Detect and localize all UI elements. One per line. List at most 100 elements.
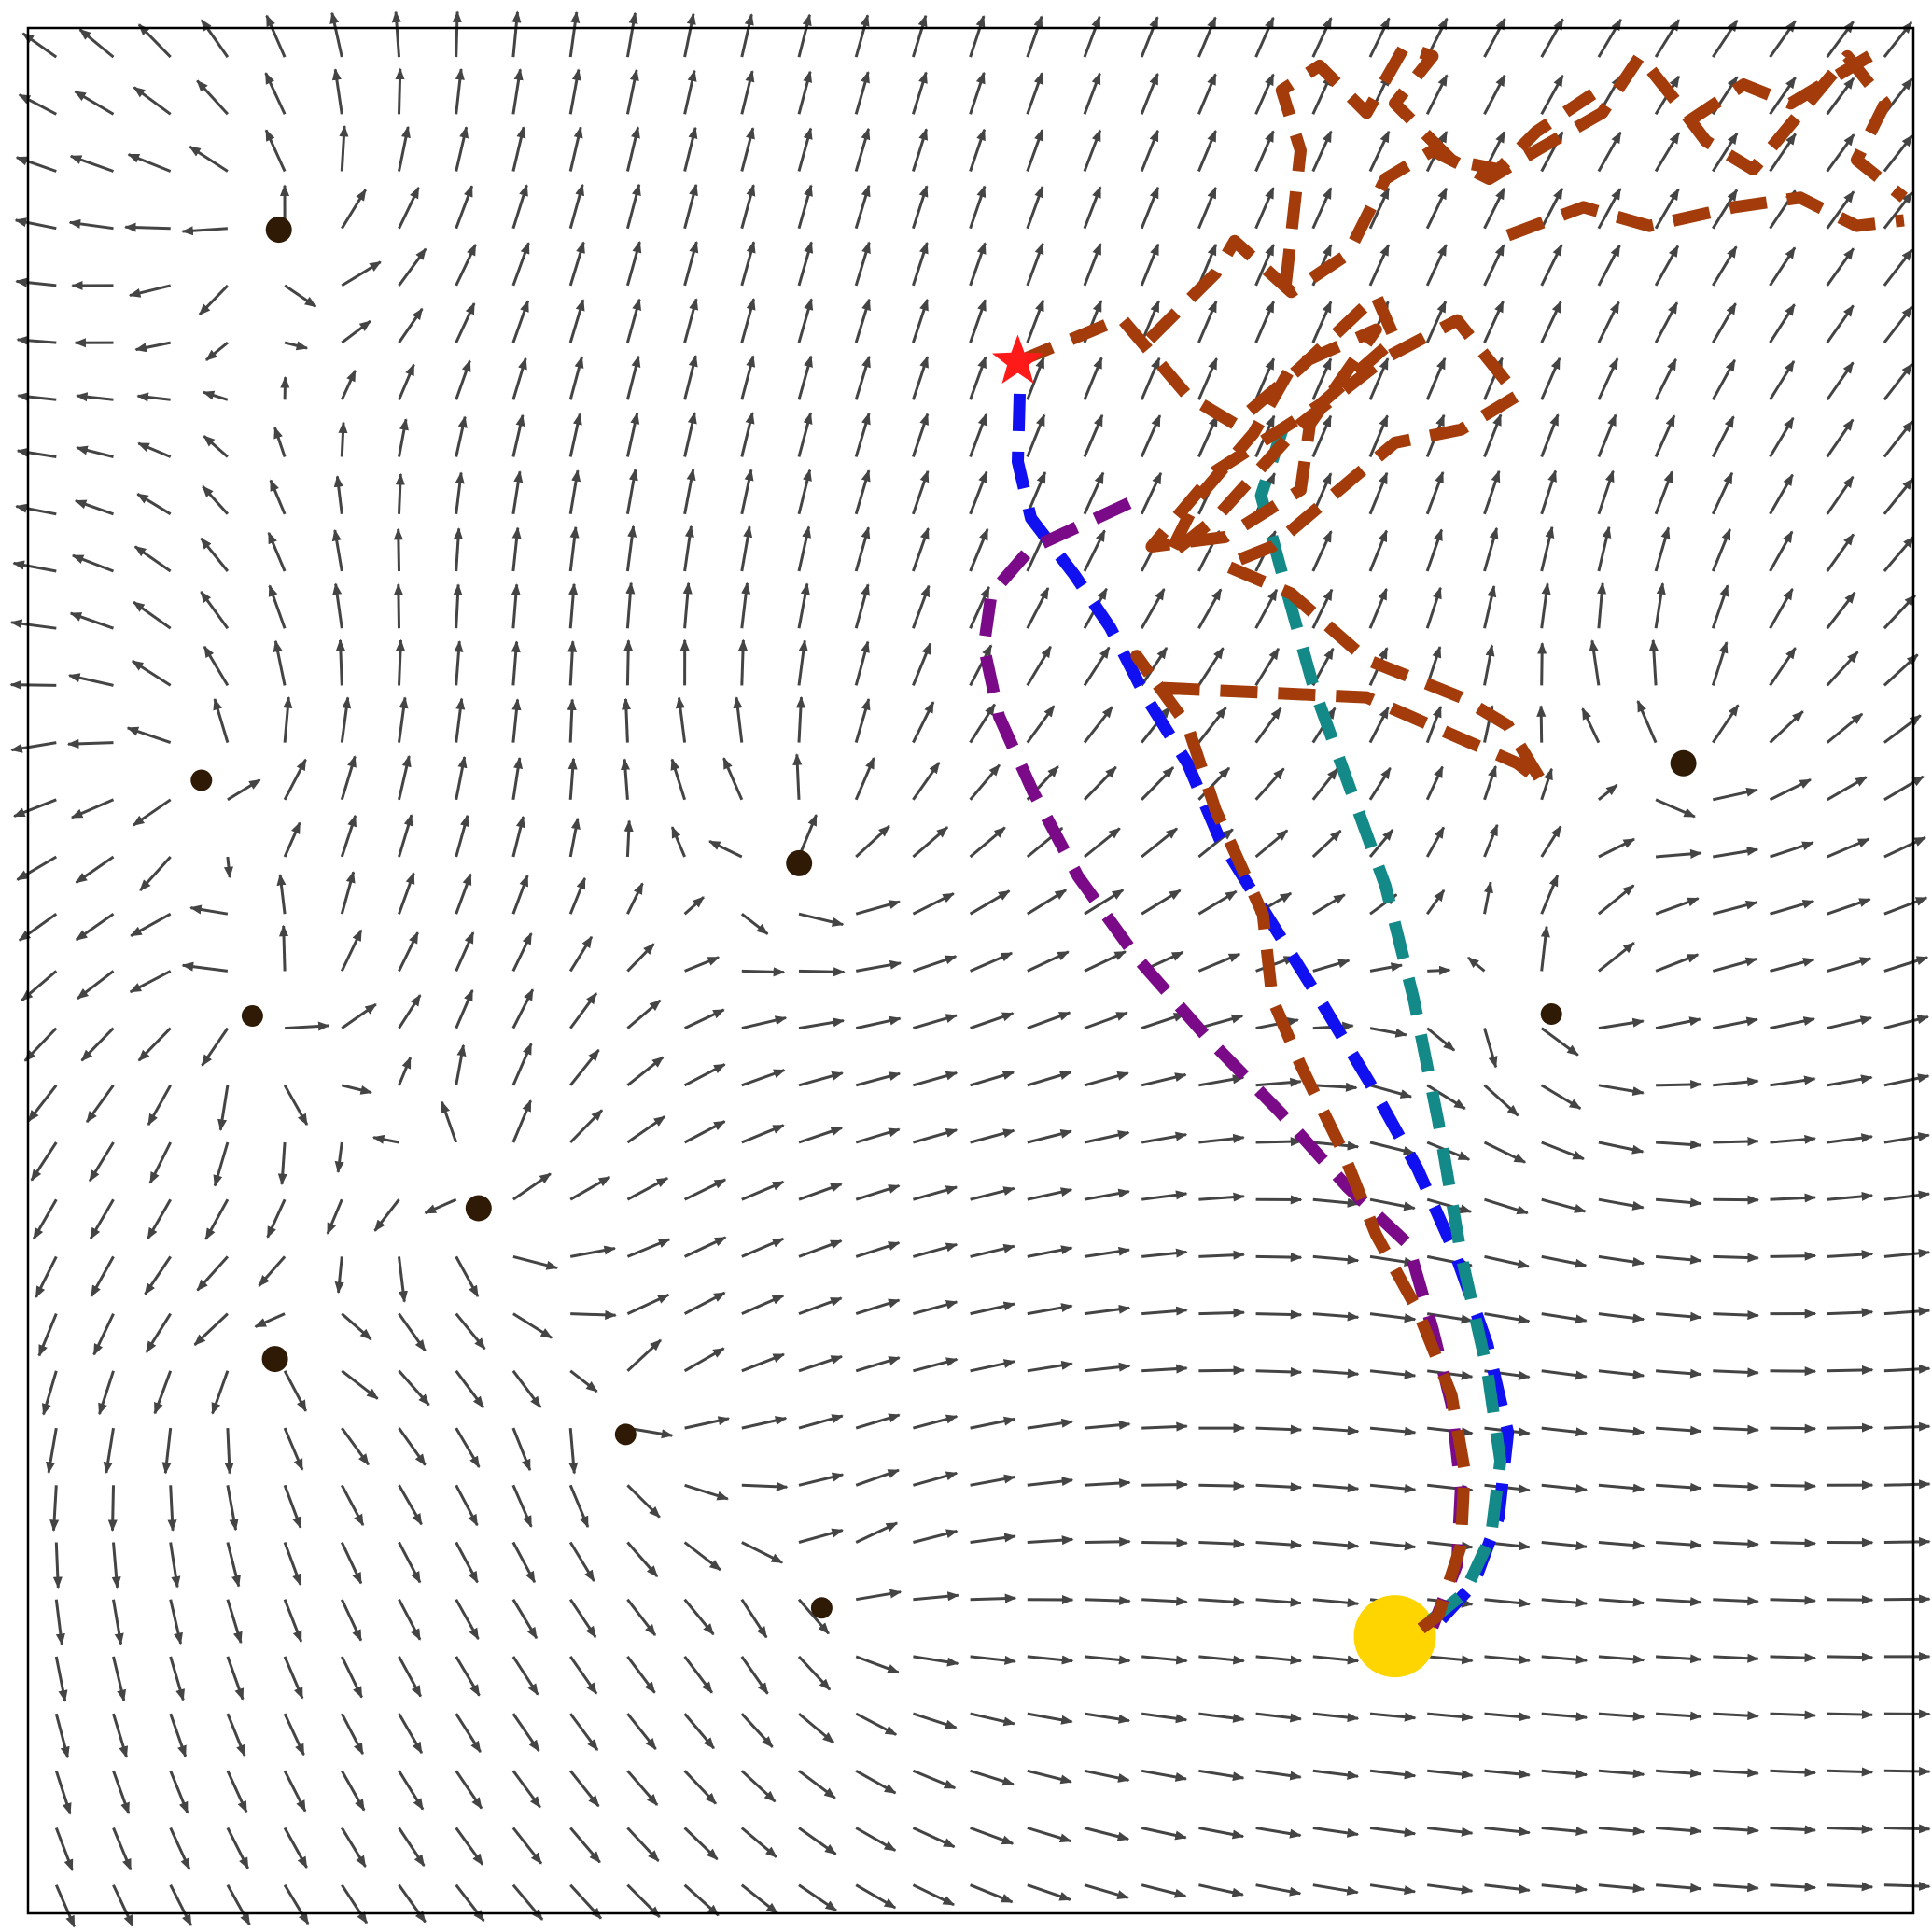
field-arrow (969, 889, 1011, 916)
field-arrow (1141, 1131, 1188, 1144)
field-arrow (854, 469, 871, 515)
quiver-field (9, 10, 1931, 1928)
field-arrow (1597, 525, 1612, 572)
field-arrow (1255, 1827, 1302, 1839)
field-arrow (1197, 300, 1218, 343)
field-arrow (1598, 1369, 1645, 1379)
field-arrow (17, 392, 57, 402)
field-arrow (1084, 1188, 1130, 1201)
field-arrow (284, 341, 309, 351)
field-arrow (1197, 73, 1217, 115)
field-arrow (398, 754, 412, 801)
field-arrow (398, 1369, 430, 1407)
field-arrow (1311, 530, 1333, 572)
field-arrow (226, 1485, 239, 1532)
field-arrow (88, 1141, 115, 1183)
field-arrow (1084, 1655, 1131, 1665)
field-arrow (1598, 1141, 1645, 1155)
field-arrow (340, 929, 363, 973)
field-arrow (223, 856, 233, 879)
field-arrow (1084, 1130, 1130, 1144)
field-arrow (92, 1312, 115, 1356)
field-arrow (16, 447, 57, 458)
field-arrow (684, 1416, 731, 1430)
field-arrow (112, 1770, 131, 1815)
field-arrow (1827, 1074, 1873, 1087)
field-arrow (741, 1180, 785, 1201)
field-arrow (1598, 837, 1636, 859)
field-arrow (1368, 357, 1390, 400)
field-arrow (1483, 1141, 1527, 1164)
field-arrow (969, 128, 987, 172)
field-arrow (1312, 1082, 1358, 1092)
field-arrow (1541, 1254, 1588, 1268)
field-arrow (569, 1109, 604, 1144)
field-arrow (1536, 705, 1547, 743)
field-arrow (224, 1428, 234, 1475)
field-arrow (683, 355, 698, 400)
field-arrow (1711, 527, 1731, 572)
field-arrow (970, 1416, 1016, 1430)
field-arrow (455, 185, 474, 230)
field-arrow (740, 355, 756, 400)
field-arrow (1425, 705, 1443, 744)
field-arrow (795, 695, 805, 743)
field-arrow (670, 826, 686, 858)
field-arrow (452, 10, 462, 58)
field-arrow (1369, 1141, 1416, 1155)
field-arrow (267, 531, 287, 572)
field-arrow (733, 696, 744, 743)
field-arrow (455, 243, 477, 287)
field-arrow (203, 435, 229, 458)
field-arrow (911, 413, 930, 457)
field-arrow (625, 412, 640, 457)
field-arrow (741, 1069, 786, 1087)
obstacle-dot (190, 769, 213, 791)
field-arrow (1654, 357, 1677, 400)
field-arrow (568, 876, 586, 915)
field-arrow (722, 757, 744, 801)
field-arrow (1084, 1478, 1131, 1489)
field-arrow (1427, 1883, 1474, 1895)
field-arrow (1655, 1016, 1701, 1030)
field-arrow (675, 696, 687, 743)
field-arrow (1769, 303, 1796, 343)
obstacle-dot (1670, 749, 1697, 777)
field-arrow (855, 1413, 901, 1430)
field-arrow (15, 156, 57, 173)
start-marker (991, 334, 1044, 384)
field-arrow (568, 413, 582, 457)
field-arrow (1369, 1369, 1417, 1379)
field-arrow (855, 1356, 901, 1373)
field-arrow (740, 1598, 768, 1639)
field-arrow (1197, 588, 1223, 629)
field-arrow (683, 1236, 727, 1258)
field-arrow (1312, 1311, 1360, 1322)
field-arrow (1483, 300, 1505, 343)
field-arrow (970, 1301, 1016, 1316)
field-arrow (626, 999, 662, 1029)
field-arrow (797, 1655, 832, 1691)
field-arrow (133, 86, 172, 116)
field-arrow (911, 185, 929, 230)
field-arrow (626, 1176, 669, 1201)
field-arrow (1581, 707, 1601, 744)
field-arrow (1484, 1598, 1531, 1608)
field-arrow (213, 1141, 230, 1187)
field-arrow (1140, 646, 1169, 687)
field-arrow (1369, 1426, 1417, 1436)
field-arrow (1598, 1597, 1645, 1607)
field-arrow (1425, 765, 1444, 801)
field-arrow (340, 1541, 363, 1585)
field-arrow (1026, 299, 1045, 343)
field-arrow (283, 758, 307, 801)
field-arrow (683, 1541, 721, 1572)
field-arrow (398, 1827, 426, 1867)
field-arrow (137, 23, 172, 59)
field-arrow (1026, 356, 1045, 400)
field-arrow (340, 1484, 365, 1527)
field-arrow (1883, 1306, 1931, 1316)
field-arrow (144, 1255, 172, 1295)
field-arrow (103, 1427, 115, 1475)
field-arrow (1427, 1655, 1474, 1665)
